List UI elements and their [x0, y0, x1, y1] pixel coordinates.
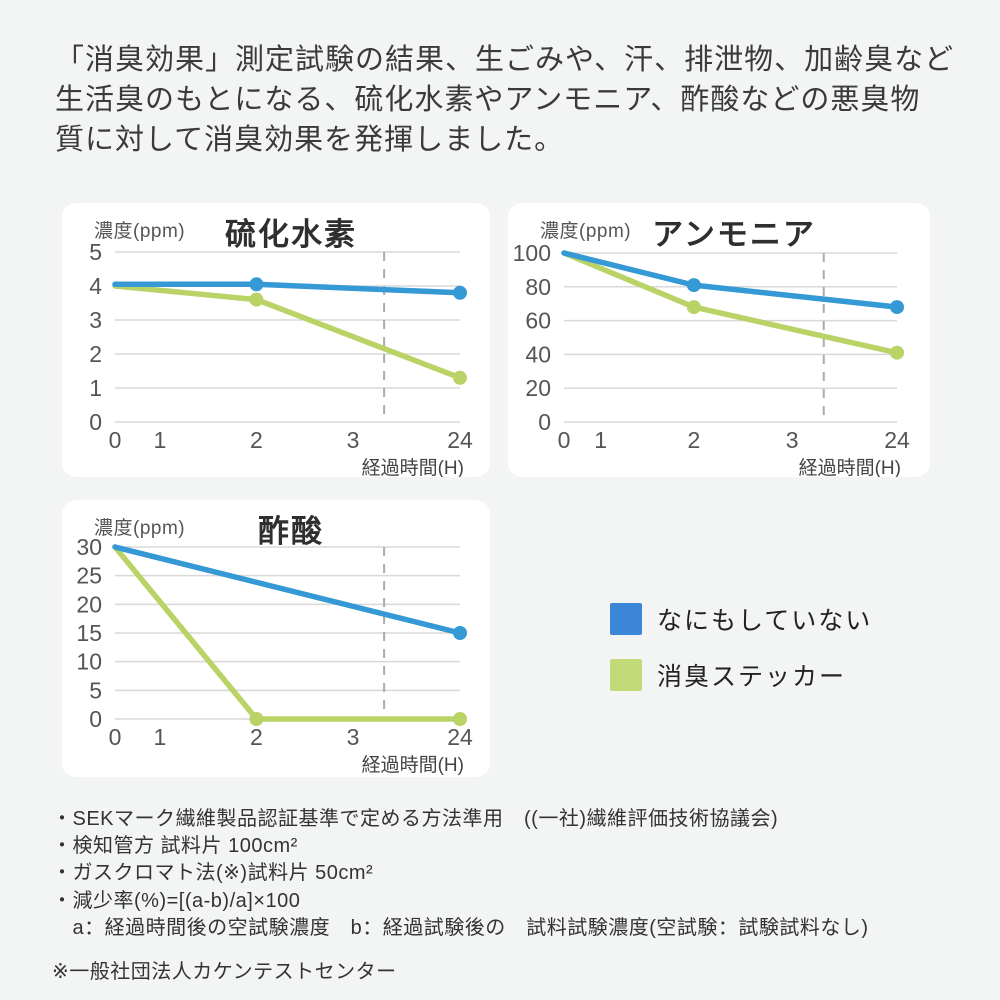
y-tick-label: 0 — [538, 409, 551, 435]
header-line-2: 生活臭のもとになる、硫化水素やアンモニア、酢酸などの悪臭物 — [55, 84, 921, 117]
y-tick-label: 5 — [89, 239, 102, 265]
x-tick-label: 1 — [153, 724, 166, 750]
x-tick-label: 2 — [250, 427, 263, 453]
x-tick-label: 24 — [447, 427, 473, 453]
y-tick-label: 40 — [525, 341, 551, 367]
footnote-line: ・減少率(%)=[(a-b)/a]×100 — [52, 889, 301, 912]
data-point-marker — [453, 712, 467, 726]
y-tick-label: 15 — [76, 620, 102, 646]
footnote-line: ・SEKマーク繊維製品認証基準で定める方法準用 ((一社)繊維評価技術協議会) — [52, 808, 779, 830]
y-tick-label: 5 — [89, 677, 102, 703]
legend-label: なにもしていない — [657, 607, 873, 635]
y-tick-label: 30 — [76, 534, 102, 560]
data-point-marker — [453, 285, 467, 300]
data-point-marker — [249, 712, 264, 726]
x-tick-label: 3 — [347, 724, 360, 750]
y-axis-label: 濃度(ppm) — [94, 518, 186, 539]
y-tick-label: 0 — [89, 409, 102, 435]
y-tick-label: 60 — [525, 308, 551, 334]
legend-label: 消臭ステッカー — [657, 663, 847, 691]
data-point-marker — [890, 300, 904, 315]
x-tick-label: 0 — [558, 427, 571, 453]
data-point-marker — [249, 277, 264, 292]
x-tick-label: 2 — [250, 724, 263, 750]
x-tick-label: 0 — [109, 724, 122, 750]
legend-swatch-blue — [610, 603, 642, 635]
data-point-marker — [453, 370, 467, 385]
y-tick-label: 100 — [513, 240, 551, 266]
header-line-1: 「消臭効果」測定試験の結果、生ごみや、汗、排泄物、加齢臭など — [55, 44, 955, 76]
x-tick-label: 1 — [153, 427, 166, 453]
data-point-marker — [453, 626, 467, 640]
y-tick-label: 20 — [76, 591, 102, 617]
footnotes: ・SEKマーク繊維製品認証基準で定める方法準用 ((一社)繊維評価技術協議会) … — [52, 806, 869, 986]
y-tick-label: 80 — [525, 274, 551, 300]
header-line-3: 質に対して消臭効果を発揮しました。 — [55, 124, 565, 157]
y-tick-label: 25 — [76, 563, 102, 589]
x-tick-label: 24 — [447, 724, 473, 750]
series-line-green — [112, 283, 463, 381]
chart-title: アンモニア — [652, 217, 816, 252]
legend-swatch-green — [610, 659, 642, 691]
chart-title: 硫化水素 — [225, 217, 357, 252]
y-tick-label: 1 — [89, 375, 102, 401]
data-point-marker — [249, 292, 264, 307]
footnote-line: ・検知管方 試料片 100cm² — [52, 835, 298, 858]
y-axis-label: 濃度(ppm) — [94, 221, 186, 242]
data-point-marker — [686, 300, 701, 315]
chart-card-hydrogen-sulfide: 濃度(ppm) 硫化水素 0 1 2 3 4 5 0 1 2 3 24 経過時間(H) — [62, 203, 490, 477]
y-tick-label: 2 — [89, 341, 102, 367]
series-line-blue — [112, 544, 463, 636]
x-tick-label: 1 — [594, 427, 607, 453]
y-tick-label: 0 — [89, 706, 102, 732]
x-tick-label: 2 — [687, 427, 700, 453]
legend-item-deodorant-sticker: 消臭ステッカー — [610, 657, 872, 693]
chart-title: 酢酸 — [258, 514, 324, 549]
y-tick-label: 10 — [76, 649, 102, 675]
y-tick-label: 20 — [525, 375, 551, 401]
chart-card-acetic-acid: 濃度(ppm) 酢酸 0 5 10 15 20 25 30 0 1 2 3 24 経過時間(H) — [62, 500, 490, 777]
footnote-source: ※一般社団法人カケンテストセンター — [52, 960, 397, 983]
x-axis-label: 経過時間(H) — [799, 457, 901, 477]
x-tick-label: 24 — [884, 427, 910, 453]
y-axis-label: 濃度(ppm) — [540, 221, 632, 242]
x-axis-label: 経過時間(H) — [362, 457, 464, 477]
y-tick-label: 3 — [89, 307, 102, 333]
header-text: 「消臭効果」測定試験の結果、生ごみや、汗、排泄物、加齢臭など 生活臭のもとになる… — [55, 40, 960, 160]
chart-card-ammonia: 濃度(ppm) アンモニア 0 20 40 60 80 100 0 1 2 3 24 経過時間(H) — [508, 203, 930, 477]
x-tick-label: 0 — [109, 427, 122, 453]
data-point-marker — [686, 278, 701, 293]
x-axis-label: 経過時間(H) — [362, 754, 464, 776]
footnote-line: ・ガスクロマト法(※)試料片 50cm² — [52, 862, 374, 885]
series-line-blue — [561, 250, 900, 310]
y-tick-label: 4 — [89, 273, 102, 299]
x-tick-label: 3 — [347, 427, 360, 453]
footnote-line: a：経過時間後の空試験濃度 b：経過試験後の 試料試験濃度(空試験：試験試料なし… — [52, 916, 869, 939]
data-point-marker — [890, 345, 904, 360]
legend-item-untreated: なにもしていない — [610, 601, 872, 637]
legend: なにもしていない 消臭ステッカー — [610, 601, 872, 693]
x-tick-label: 3 — [786, 427, 799, 453]
